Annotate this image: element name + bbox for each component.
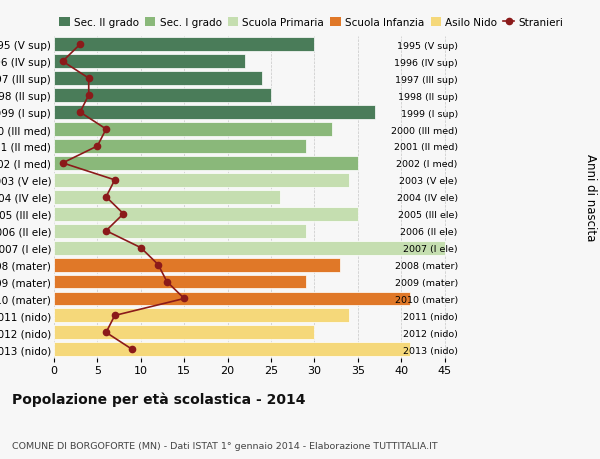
Bar bbox=[54, 89, 271, 103]
Text: Anni di nascita: Anni di nascita bbox=[584, 154, 597, 241]
Bar bbox=[54, 258, 340, 272]
Bar bbox=[54, 123, 332, 137]
Bar bbox=[54, 309, 349, 323]
Bar bbox=[54, 207, 358, 221]
Bar bbox=[54, 38, 314, 52]
Legend: Sec. II grado, Sec. I grado, Scuola Primaria, Scuola Infanzia, Asilo Nido, Stran: Sec. II grado, Sec. I grado, Scuola Prim… bbox=[59, 18, 563, 28]
Text: COMUNE DI BORGOFORTE (MN) - Dati ISTAT 1° gennaio 2014 - Elaborazione TUTTITALIA: COMUNE DI BORGOFORTE (MN) - Dati ISTAT 1… bbox=[12, 441, 437, 450]
Bar bbox=[54, 342, 410, 357]
Bar bbox=[54, 106, 375, 120]
Bar bbox=[54, 224, 306, 238]
Bar bbox=[54, 292, 410, 306]
Bar bbox=[54, 72, 262, 86]
Bar bbox=[54, 157, 358, 170]
Bar bbox=[54, 326, 314, 340]
Bar bbox=[54, 275, 306, 289]
Bar bbox=[54, 55, 245, 69]
Bar bbox=[54, 140, 306, 154]
Bar bbox=[54, 174, 349, 187]
Text: Popolazione per età scolastica - 2014: Popolazione per età scolastica - 2014 bbox=[12, 392, 305, 406]
Bar bbox=[54, 190, 280, 204]
Bar bbox=[54, 241, 445, 255]
